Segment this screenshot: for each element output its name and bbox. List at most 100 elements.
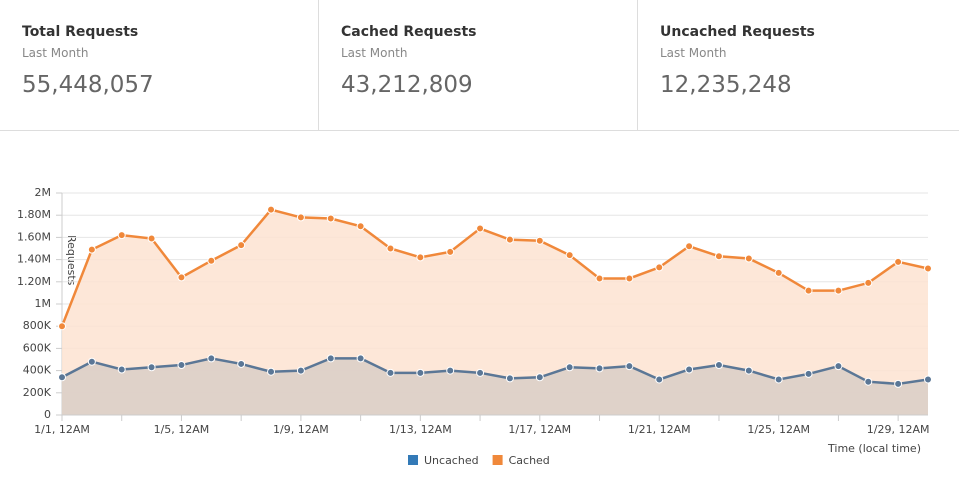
- point: [565, 251, 574, 260]
- point: [416, 368, 425, 377]
- point: [476, 224, 485, 233]
- point: [147, 363, 156, 372]
- card-value: 43,212,809: [341, 72, 473, 98]
- point: [894, 379, 903, 388]
- card-value: 55,448,057: [22, 72, 154, 98]
- point: [864, 278, 873, 287]
- point: [177, 273, 186, 282]
- y-tick-label: 200K: [23, 386, 52, 399]
- point: [685, 242, 694, 251]
- card-title: Uncached Requests: [660, 24, 815, 40]
- point: [296, 213, 305, 222]
- point: [685, 365, 694, 374]
- point: [625, 274, 634, 283]
- x-tick-label: 1/1, 12AM: [34, 423, 90, 436]
- card-title: Cached Requests: [341, 24, 477, 40]
- point: [505, 235, 514, 244]
- point: [237, 241, 246, 250]
- card-period: Last Month: [660, 46, 727, 60]
- x-tick-label: 1/17, 12AM: [508, 423, 571, 436]
- y-tick-label: 1M: [35, 297, 52, 310]
- point: [356, 354, 365, 363]
- x-tick-label: 1/29, 12AM: [867, 423, 930, 436]
- point: [326, 214, 335, 223]
- x-tick-label: 1/13, 12AM: [389, 423, 452, 436]
- point: [296, 366, 305, 375]
- area: [62, 209, 928, 415]
- point: [237, 359, 246, 368]
- point: [446, 366, 455, 375]
- legend-swatch: [408, 455, 418, 465]
- stat-card: Uncached Requests Last Month 12,235,248: [638, 0, 959, 131]
- line: [61, 357, 929, 386]
- point: [864, 377, 873, 386]
- point: [207, 256, 216, 265]
- point: [117, 231, 126, 240]
- legend-swatch: [492, 455, 503, 465]
- y-tick-label: 1.20M: [17, 275, 51, 288]
- point: [147, 234, 156, 243]
- point: [714, 361, 723, 370]
- point: [476, 368, 485, 377]
- point: [595, 274, 604, 283]
- card-period: Last Month: [341, 46, 408, 60]
- point: [834, 362, 843, 371]
- stat-card: Cached Requests Last Month 43,212,809: [319, 0, 638, 131]
- point: [744, 254, 753, 263]
- point: [386, 368, 395, 377]
- point: [655, 375, 664, 384]
- point: [924, 264, 932, 273]
- point: [924, 375, 932, 384]
- point: [58, 373, 66, 382]
- chart: Requests Time (local time) 0 200K 400K 600K…: [17, 186, 932, 467]
- y-tick-label: 600K: [23, 341, 52, 354]
- point: [207, 354, 216, 363]
- point: [774, 268, 783, 277]
- y-tick-label: 1.40M: [17, 253, 51, 266]
- point: [535, 373, 544, 382]
- point: [625, 362, 634, 371]
- point: [117, 365, 126, 374]
- x-axis-title: Time (local time): [827, 442, 921, 455]
- point: [894, 257, 903, 266]
- y-tick-label: 800K: [23, 319, 52, 332]
- point: [595, 364, 604, 373]
- x-tick-label: 1/9, 12AM: [273, 423, 329, 436]
- y-tick-label: 2M: [35, 186, 52, 199]
- legend-label: Cached: [509, 454, 550, 467]
- point: [386, 244, 395, 253]
- point: [177, 361, 186, 370]
- x-tick-label: 1/5, 12AM: [154, 423, 210, 436]
- line: [60, 208, 929, 327]
- x-tick-label: 1/25, 12AM: [747, 423, 810, 436]
- y-tick-label: 0: [44, 408, 51, 421]
- point: [804, 286, 813, 295]
- point: [416, 253, 425, 262]
- point: [655, 263, 664, 272]
- legend-label: Uncached: [424, 454, 479, 467]
- point: [446, 247, 455, 256]
- point: [505, 374, 514, 383]
- point: [267, 367, 276, 376]
- y-tick-label: 400K: [23, 364, 52, 377]
- y-tick-label: 1.80M: [17, 208, 51, 221]
- point: [804, 369, 813, 378]
- point: [58, 322, 66, 331]
- point: [714, 252, 723, 261]
- point: [535, 236, 544, 245]
- point: [356, 222, 365, 231]
- y-tick-label: 1.60M: [17, 230, 51, 243]
- point: [744, 366, 753, 375]
- point: [834, 286, 843, 295]
- point: [87, 357, 96, 366]
- point: [267, 205, 276, 214]
- point: [87, 245, 96, 254]
- card-period: Last Month: [22, 46, 89, 60]
- y-axis-title: Requests: [65, 235, 78, 286]
- point: [326, 354, 335, 363]
- card-value: 12,235,248: [660, 72, 792, 98]
- x-tick-label: 1/21, 12AM: [628, 423, 691, 436]
- card-title: Total Requests: [22, 24, 139, 40]
- stat-card: Total Requests Last Month 55,448,057: [0, 0, 319, 131]
